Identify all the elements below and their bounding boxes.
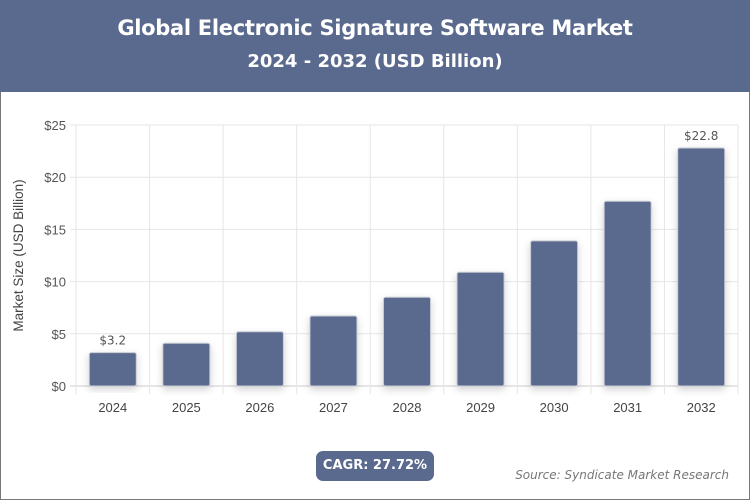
- y-tick-label: $0: [52, 379, 66, 394]
- y-axis-label: Market Size (USD Billion): [11, 179, 26, 331]
- x-tick-label: 2029: [466, 400, 495, 415]
- y-tick-label: $15: [44, 222, 66, 237]
- bar-2030: [530, 240, 579, 387]
- source-note: Source: Syndicate Market Research: [515, 468, 729, 482]
- x-tick-label: 2031: [613, 400, 642, 415]
- data-label: $22.8: [684, 129, 718, 143]
- y-tick-label: $25: [44, 118, 66, 133]
- bar-2025: [162, 342, 211, 387]
- bar-2031: [603, 200, 652, 387]
- x-tick-label: 2024: [98, 400, 127, 415]
- chart-subtitle: 2024 - 2032 (USD Billion): [247, 51, 503, 72]
- bar-2029: [456, 271, 505, 387]
- y-tick-label: $20: [44, 170, 66, 185]
- y-tick-label: $10: [44, 275, 66, 290]
- x-tick-label: 2032: [687, 400, 716, 415]
- x-tick-label: 2030: [540, 400, 569, 415]
- bar-2032: [677, 147, 726, 387]
- bar-2027: [309, 315, 358, 387]
- cagr-badge: CAGR: 27.72%: [316, 451, 434, 481]
- chart-title: Global Electronic Signature Software Mar…: [117, 16, 633, 40]
- x-tick-label: 2028: [393, 400, 422, 415]
- bar-2028: [383, 296, 431, 387]
- x-tick-label: 2027: [319, 400, 348, 415]
- data-label: $3.2: [99, 334, 126, 348]
- bar-2024: [88, 352, 137, 387]
- x-tick-label: 2026: [245, 400, 274, 415]
- x-tick-label: 2025: [172, 400, 201, 415]
- y-tick-label: $5: [52, 327, 66, 342]
- chart-header: Global Electronic Signature Software Mar…: [0, 0, 750, 92]
- bar-2026: [235, 331, 284, 387]
